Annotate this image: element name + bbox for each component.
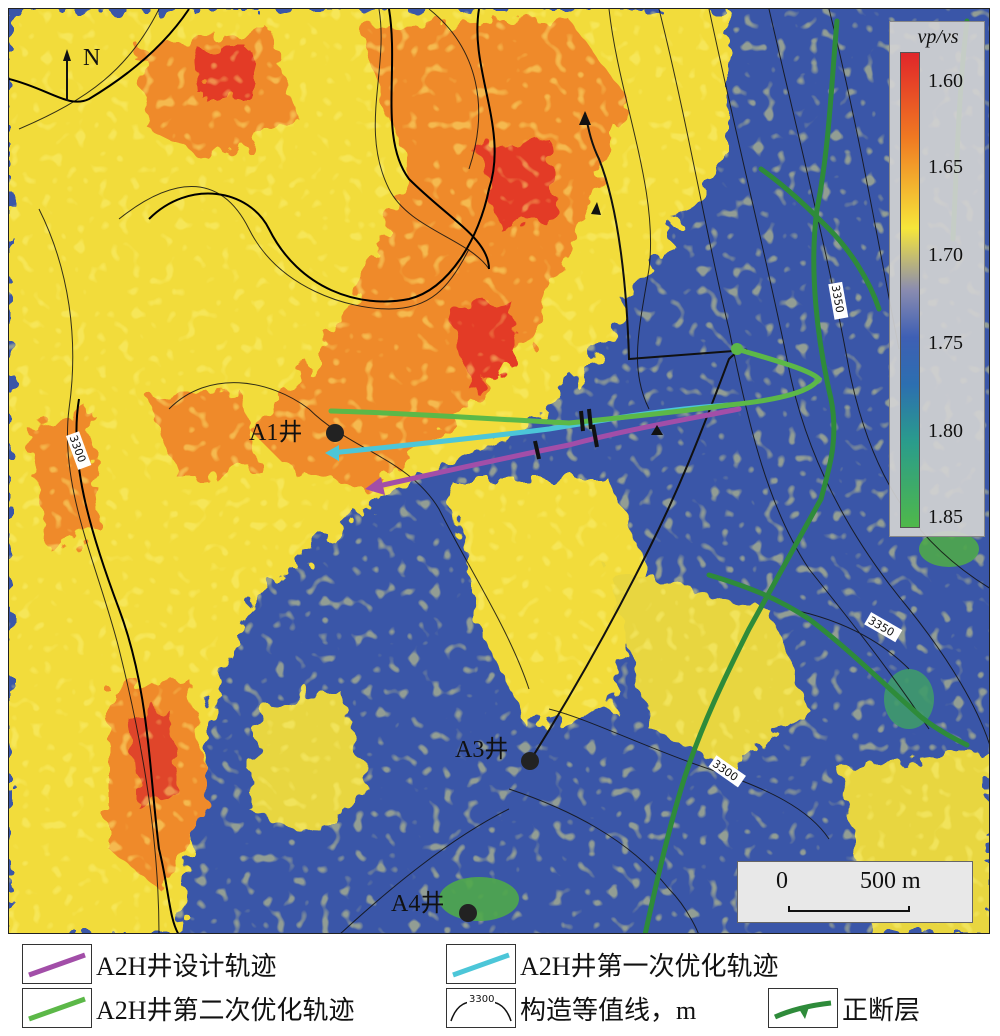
a3-arrow-north [579, 111, 591, 125]
colorbar-ramp [900, 52, 920, 528]
fault-northeast [758, 166, 882, 312]
legend-item-first: A2H井第一次优化轨迹 [446, 944, 779, 984]
seismic-attribute-map: 3300 3350 3350 3300 [8, 8, 990, 934]
a3-arrow-mid [591, 202, 601, 215]
a3-well-trajectory [529, 112, 748, 762]
trajectory-tick-marks [533, 408, 599, 460]
colorbar-tick: 1.65 [928, 156, 963, 178]
a2h-design-arrow [365, 477, 385, 495]
fault-east [706, 572, 970, 748]
a3-well-label: A3井 [455, 737, 509, 763]
scale-bar: 0 500 m [737, 861, 973, 923]
legend-label: A2H井第一次优化轨迹 [520, 951, 779, 981]
a2h-second-start-marker [731, 343, 743, 355]
major-contours [9, 9, 496, 933]
a2h-marker-triangle [651, 425, 663, 435]
colorbar-tick: 1.60 [928, 70, 963, 92]
legend-swatch-second [22, 988, 92, 1028]
legend-swatch-first [446, 944, 516, 984]
a1-well-marker [326, 424, 344, 442]
colorbar-tick: 1.85 [928, 506, 963, 528]
a2h-first-arrow [325, 445, 339, 461]
speckle-texture [9, 9, 989, 933]
colorbar: vp/vs 1.60 1.65 1.70 1.75 1.80 1.85 [889, 21, 985, 537]
scale-bar-max: 500 m [860, 868, 921, 894]
legend-item-design: A2H井设计轨迹 [22, 944, 277, 984]
legend-swatch-contour: 3300 [446, 988, 516, 1028]
scale-bar-line [788, 906, 910, 912]
a4-well-label: A4井 [391, 891, 445, 917]
scale-bar-zero: 0 [776, 868, 788, 894]
legend-item-second: A2H井第二次优化轨迹 [22, 988, 355, 1028]
north-arrow: N [61, 45, 111, 115]
contour-label-3350-north: 3350 [829, 284, 847, 314]
colorbar-tick: 1.80 [928, 420, 963, 442]
map-canvas: 3300 3350 3350 3300 [9, 9, 989, 933]
legend-label: 构造等值线，m [520, 995, 697, 1025]
colorbar-title: vp/vs [917, 26, 959, 48]
legend: A2H井设计轨迹 A2H井第一次优化轨迹 A2H井第二次优化轨迹 3300 构造… [0, 938, 1000, 1036]
north-arrow-icon [63, 49, 71, 101]
colorbar-tick: 1.70 [928, 244, 963, 266]
a2h-second-optimized-trajectory [328, 346, 823, 426]
a2h-design-trajectory [371, 406, 742, 490]
fault-central [642, 496, 824, 933]
legend-label: 正断层 [842, 995, 921, 1025]
a1-well-label: A1井 [249, 420, 303, 446]
fault-north [811, 18, 840, 502]
a4-well-marker [459, 904, 477, 922]
a3-well-marker [521, 752, 539, 770]
legend-swatch-fault [768, 988, 838, 1028]
legend-label: A2H井设计轨迹 [96, 951, 277, 981]
legend-contour-sample: 3300 [469, 994, 494, 1005]
legend-label: A2H井第二次优化轨迹 [96, 995, 355, 1025]
colorbar-tick: 1.75 [928, 332, 963, 354]
legend-item-contour: 3300 构造等值线，m [446, 988, 696, 1028]
north-label: N [83, 45, 101, 71]
legend-item-fault: 正断层 [768, 988, 920, 1028]
legend-swatch-design [22, 944, 92, 984]
